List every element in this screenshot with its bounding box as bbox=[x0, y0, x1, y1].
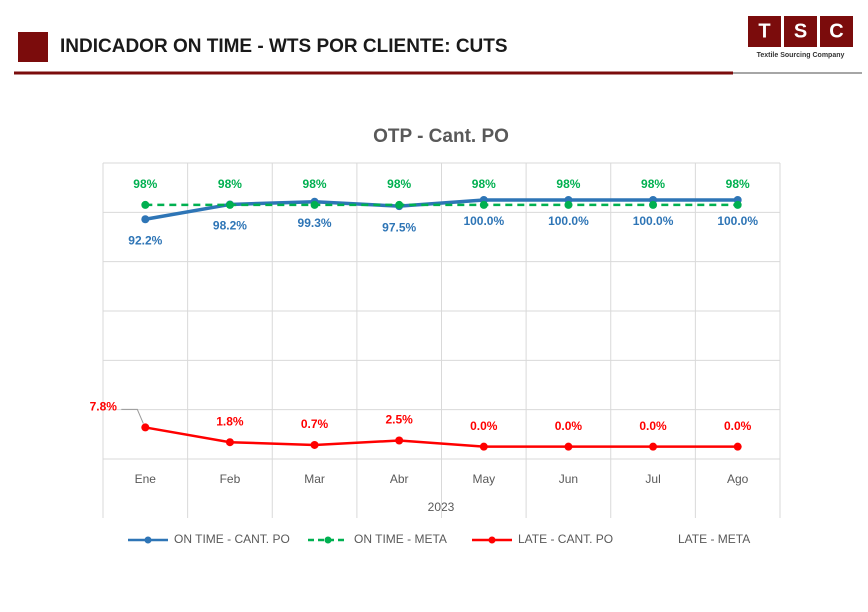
data-label: 2.5% bbox=[386, 413, 414, 427]
data-label: 0.0% bbox=[470, 419, 498, 433]
data-label: 98% bbox=[726, 177, 750, 191]
data-label: 98% bbox=[133, 177, 157, 191]
data-label: 99.3% bbox=[298, 216, 332, 230]
data-label: 98.2% bbox=[213, 219, 247, 233]
data-label: 98% bbox=[556, 177, 580, 191]
x-tick-label: Jul bbox=[645, 472, 660, 486]
legend-marker bbox=[324, 536, 332, 544]
legend-label: LATE - META bbox=[678, 532, 750, 546]
chart-title: OTP - Cant. PO bbox=[373, 126, 509, 147]
legend-marker bbox=[488, 536, 496, 544]
x-tick-label: Mar bbox=[304, 472, 325, 486]
data-label: 98% bbox=[387, 177, 411, 191]
header-title: INDICADOR ON TIME - WTS POR CLIENTE: CUT… bbox=[60, 36, 508, 57]
marker bbox=[225, 200, 234, 209]
marker bbox=[395, 436, 404, 445]
data-label: 1.8% bbox=[216, 414, 244, 428]
data-label: 98% bbox=[472, 177, 496, 191]
marker bbox=[225, 438, 234, 447]
x-tick-label: Abr bbox=[390, 472, 409, 486]
logo-letter: S bbox=[794, 20, 807, 42]
data-label: 0.0% bbox=[555, 419, 583, 433]
header-square bbox=[18, 32, 48, 62]
logo: T S C Textile Sourcing Company bbox=[748, 16, 853, 59]
marker bbox=[310, 440, 319, 449]
marker bbox=[141, 200, 150, 209]
marker bbox=[479, 200, 488, 209]
data-label: 97.5% bbox=[382, 220, 416, 234]
marker bbox=[395, 200, 404, 209]
legend-marker bbox=[144, 536, 152, 544]
marker bbox=[564, 442, 573, 451]
series-line bbox=[145, 426, 738, 448]
marker bbox=[310, 200, 319, 209]
marker bbox=[649, 442, 658, 451]
data-label: 100.0% bbox=[633, 214, 674, 228]
marker bbox=[564, 200, 573, 209]
data-label: 100.0% bbox=[463, 214, 504, 228]
x-tick-label: Jun bbox=[559, 472, 578, 486]
data-label: 98% bbox=[218, 177, 242, 191]
data-label: 100.0% bbox=[717, 214, 758, 228]
legend-label: ON TIME - META bbox=[354, 532, 447, 546]
data-label: 7.8% bbox=[90, 400, 118, 414]
data-label: 0.0% bbox=[639, 419, 667, 433]
logo-box bbox=[820, 16, 853, 47]
data-label: 100.0% bbox=[548, 214, 589, 228]
x-tick-label: May bbox=[472, 472, 495, 486]
legend-label: ON TIME - CANT. PO bbox=[174, 532, 290, 546]
data-label: 98% bbox=[303, 177, 327, 191]
x-tick-label: Ene bbox=[135, 472, 157, 486]
x-tick-label: Ago bbox=[727, 472, 749, 486]
leader-line bbox=[121, 408, 144, 424]
logo-box bbox=[784, 16, 817, 47]
data-label: 0.7% bbox=[301, 417, 329, 431]
x-tick-label: Feb bbox=[220, 472, 241, 486]
legend-label: LATE - CANT. PO bbox=[518, 532, 613, 546]
marker bbox=[649, 200, 658, 209]
logo-letter: T bbox=[758, 20, 770, 42]
logo-tagline: Textile Sourcing Company bbox=[757, 52, 845, 59]
logo-box bbox=[748, 16, 781, 47]
marker bbox=[479, 442, 488, 451]
data-label: 98% bbox=[641, 177, 665, 191]
marker bbox=[141, 215, 150, 224]
marker bbox=[141, 423, 150, 432]
logo-letter: C bbox=[829, 20, 843, 42]
data-label: 0.0% bbox=[724, 419, 752, 433]
data-label: 92.2% bbox=[128, 233, 162, 247]
marker bbox=[733, 200, 742, 209]
marker bbox=[733, 442, 742, 451]
